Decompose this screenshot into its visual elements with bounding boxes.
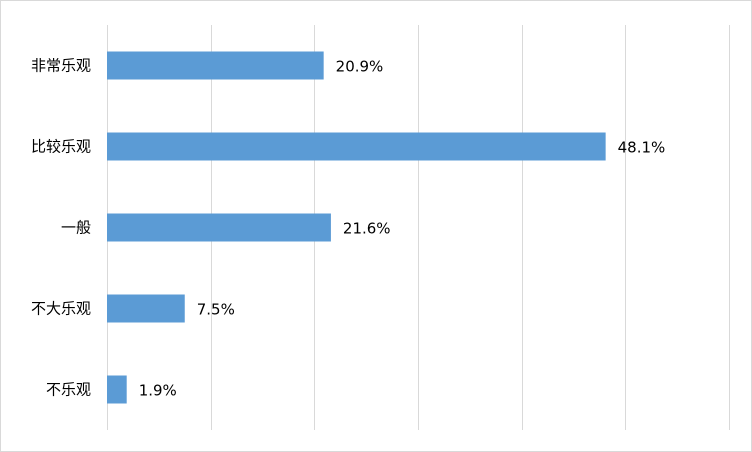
value-label: 48.1% bbox=[618, 139, 666, 157]
category-label: 不大乐观 bbox=[31, 300, 91, 318]
bar bbox=[107, 294, 185, 323]
category-label: 一般 bbox=[61, 219, 91, 237]
category-label: 比较乐观 bbox=[31, 138, 91, 156]
bars-group bbox=[107, 51, 606, 404]
category-label: 非常乐观 bbox=[31, 57, 91, 75]
value-label: 20.9% bbox=[336, 58, 384, 76]
bar bbox=[107, 51, 324, 80]
bar bbox=[107, 132, 606, 161]
category-label: 不乐观 bbox=[46, 381, 91, 399]
value-label: 7.5% bbox=[197, 301, 235, 319]
gridlines bbox=[107, 25, 730, 430]
bar bbox=[107, 375, 127, 404]
value-label: 1.9% bbox=[139, 382, 177, 400]
value-labels: 20.9% 48.1% 21.6% 7.5% 1.9% bbox=[139, 58, 666, 400]
value-label: 21.6% bbox=[343, 220, 391, 238]
bar bbox=[107, 213, 331, 242]
